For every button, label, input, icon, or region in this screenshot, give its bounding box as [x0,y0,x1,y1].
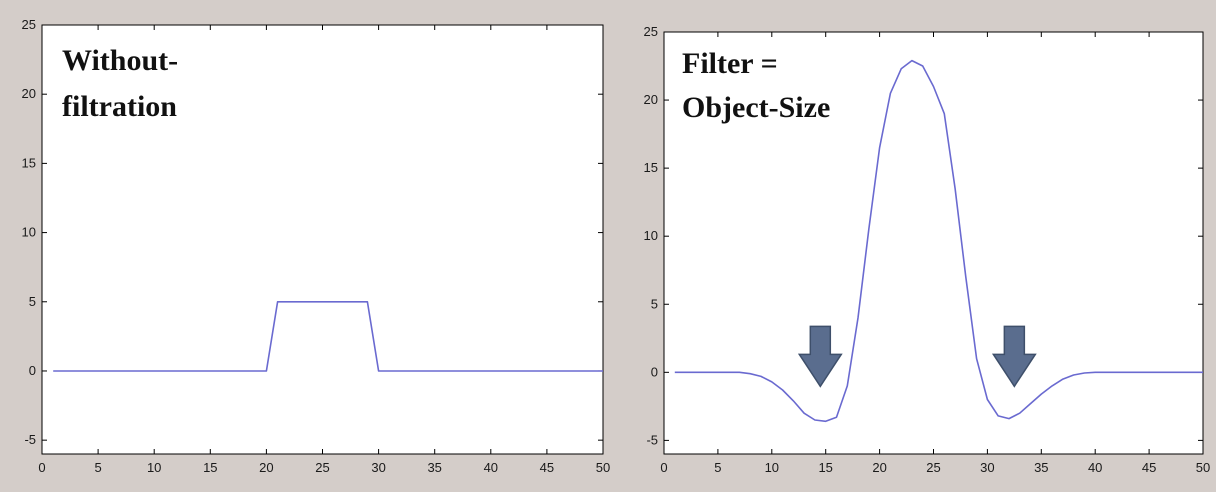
x-tick-label: 0 [660,460,667,475]
x-tick-label: 0 [38,460,45,475]
x-tick-label: 15 [818,460,832,475]
x-tick-label: 40 [1088,460,1102,475]
y-tick-label: -5 [646,432,658,447]
x-tick-label: 30 [371,460,385,475]
x-tick-label: 50 [1196,460,1210,475]
x-tick-label: 25 [926,460,940,475]
x-tick-label: 40 [484,460,498,475]
series-line [53,301,603,372]
x-tick-label: 10 [765,460,779,475]
x-tick-label: 45 [540,460,554,475]
y-tick-label: 15 [22,155,36,170]
x-tick-label: 20 [259,460,273,475]
y-tick-label: 20 [644,92,658,107]
y-tick-label: 0 [651,364,658,379]
y-tick-label: 20 [22,86,36,101]
x-tick-label: 45 [1142,460,1156,475]
x-tick-label: 35 [427,460,441,475]
x-tick-label: 35 [1034,460,1048,475]
down-arrow-icon [797,325,843,388]
x-tick-label: 10 [147,460,161,475]
x-tick-label: 15 [203,460,217,475]
annotation-line-1: Filter = [682,47,778,80]
x-tick-label: 30 [980,460,994,475]
y-tick-label: 0 [29,363,36,378]
y-tick-label: 25 [22,17,36,32]
y-tick-label: -5 [24,432,36,447]
annotation-line-2: filtration [62,90,177,123]
x-tick-label: 20 [872,460,886,475]
annotation-line-2: Object-Size [682,91,830,124]
y-tick-label: 5 [651,296,658,311]
y-tick-label: 5 [29,294,36,309]
series-line [674,59,1203,423]
annotation-line-1: Without- [62,44,178,77]
plot-area [41,24,604,455]
x-tick-label: 25 [315,460,329,475]
x-tick-label: 50 [596,460,610,475]
y-tick-label: 10 [644,228,658,243]
y-tick-label: 10 [22,225,36,240]
y-tick-label: 25 [644,24,658,39]
plot-area [663,31,1204,455]
arrows [797,325,1037,388]
x-tick-label: 5 [714,460,721,475]
down-arrow-icon [991,325,1037,388]
x-tick-label: 5 [94,460,101,475]
y-tick-label: 15 [644,160,658,175]
